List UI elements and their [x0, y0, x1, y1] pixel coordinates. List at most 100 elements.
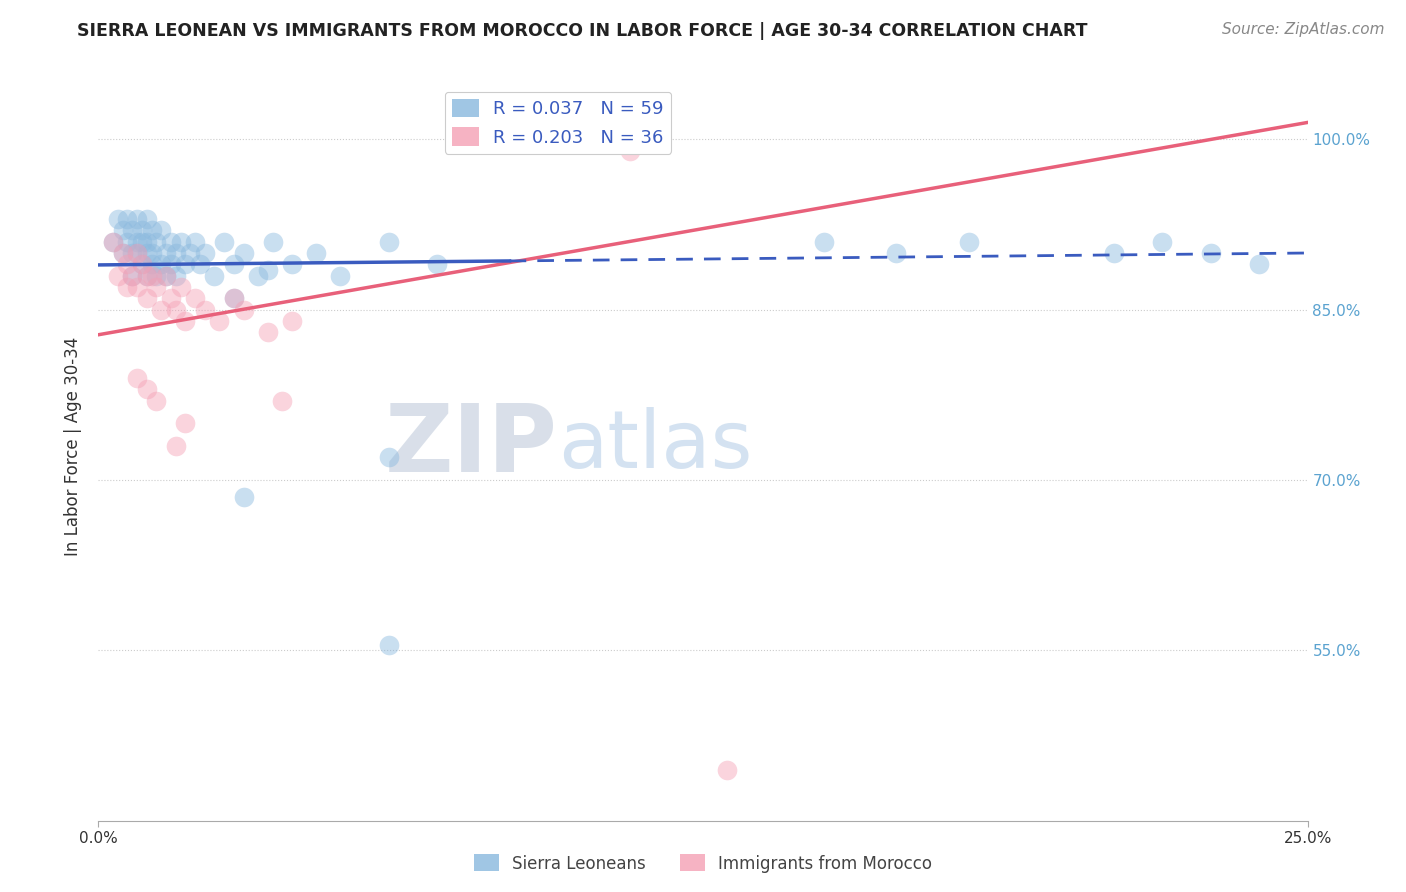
- Point: [135, 382, 157, 396]
- Point: [165, 302, 187, 317]
- Point: [957, 235, 980, 249]
- Point: [121, 268, 143, 283]
- Text: Source: ZipAtlas.com: Source: ZipAtlas.com: [1222, 22, 1385, 37]
- Point: [1249, 257, 1271, 271]
- Point: [377, 638, 399, 652]
- Point: [169, 235, 191, 249]
- Point: [204, 268, 226, 283]
- Point: [194, 302, 217, 317]
- Point: [127, 280, 149, 294]
- Point: [141, 257, 163, 271]
- Point: [141, 223, 163, 237]
- Point: [127, 246, 149, 260]
- Text: atlas: atlas: [558, 407, 752, 485]
- Point: [886, 246, 908, 260]
- Point: [127, 371, 149, 385]
- Point: [111, 223, 134, 237]
- Point: [262, 235, 284, 249]
- Point: [222, 257, 245, 271]
- Point: [117, 257, 139, 271]
- Point: [813, 235, 835, 249]
- Legend: Sierra Leoneans, Immigrants from Morocco: Sierra Leoneans, Immigrants from Morocco: [467, 847, 939, 880]
- Point: [117, 235, 139, 249]
- Point: [281, 314, 304, 328]
- Point: [1152, 235, 1174, 249]
- Point: [150, 223, 173, 237]
- Point: [121, 223, 143, 237]
- Point: [188, 257, 211, 271]
- Point: [141, 246, 163, 260]
- Point: [329, 268, 352, 283]
- Legend: R = 0.037   N = 59, R = 0.203   N = 36: R = 0.037 N = 59, R = 0.203 N = 36: [444, 92, 671, 153]
- Point: [145, 235, 167, 249]
- Point: [377, 450, 399, 465]
- Point: [247, 268, 270, 283]
- Point: [232, 302, 254, 317]
- Point: [135, 292, 157, 306]
- Point: [619, 144, 641, 158]
- Point: [174, 257, 197, 271]
- Point: [160, 257, 183, 271]
- Point: [222, 292, 245, 306]
- Point: [256, 326, 278, 340]
- Point: [155, 246, 177, 260]
- Point: [111, 246, 134, 260]
- Point: [184, 292, 207, 306]
- Point: [174, 314, 197, 328]
- Point: [194, 246, 217, 260]
- Point: [107, 211, 129, 226]
- Point: [169, 280, 191, 294]
- Point: [135, 246, 157, 260]
- Point: [155, 268, 177, 283]
- Point: [135, 268, 157, 283]
- Point: [160, 292, 183, 306]
- Point: [135, 211, 157, 226]
- Point: [305, 246, 328, 260]
- Point: [101, 235, 124, 249]
- Point: [1102, 246, 1125, 260]
- Point: [127, 246, 149, 260]
- Point: [131, 223, 153, 237]
- Point: [232, 490, 254, 504]
- Text: SIERRA LEONEAN VS IMMIGRANTS FROM MOROCCO IN LABOR FORCE | AGE 30-34 CORRELATION: SIERRA LEONEAN VS IMMIGRANTS FROM MOROCC…: [77, 22, 1088, 40]
- Point: [179, 246, 201, 260]
- Point: [184, 235, 207, 249]
- Point: [111, 246, 134, 260]
- Point: [165, 439, 187, 453]
- Point: [117, 280, 139, 294]
- Point: [131, 257, 153, 271]
- Point: [101, 235, 124, 249]
- Point: [377, 235, 399, 249]
- Point: [117, 211, 139, 226]
- Point: [141, 268, 163, 283]
- Point: [426, 257, 449, 271]
- Point: [160, 235, 183, 249]
- Point: [232, 246, 254, 260]
- Point: [145, 393, 167, 408]
- Point: [121, 268, 143, 283]
- Point: [256, 263, 278, 277]
- Point: [135, 235, 157, 249]
- Text: ZIP: ZIP: [385, 400, 558, 492]
- Point: [127, 211, 149, 226]
- Point: [131, 235, 153, 249]
- Point: [271, 393, 294, 408]
- Point: [1199, 246, 1222, 260]
- Point: [145, 280, 167, 294]
- Point: [135, 268, 157, 283]
- Point: [127, 235, 149, 249]
- Point: [174, 417, 197, 431]
- Point: [155, 268, 177, 283]
- Point: [281, 257, 304, 271]
- Point: [145, 268, 167, 283]
- Point: [208, 314, 231, 328]
- Point: [716, 763, 738, 777]
- Point: [165, 268, 187, 283]
- Y-axis label: In Labor Force | Age 30-34: In Labor Force | Age 30-34: [65, 336, 83, 556]
- Point: [150, 257, 173, 271]
- Point: [150, 302, 173, 317]
- Point: [212, 235, 235, 249]
- Point: [222, 292, 245, 306]
- Point: [131, 257, 153, 271]
- Point: [121, 246, 143, 260]
